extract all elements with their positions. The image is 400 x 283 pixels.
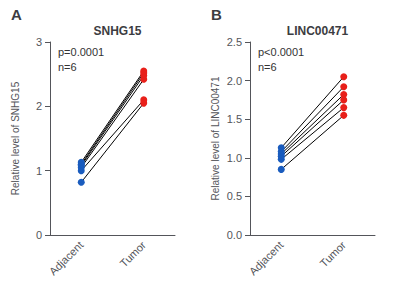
svg-text:Tumor: Tumor [117,239,148,270]
svg-text:1: 1 [36,165,42,177]
svg-text:LINC00471: LINC00471 [287,24,349,38]
svg-text:p=0.0001: p=0.0001 [58,46,104,58]
svg-text:A: A [11,6,22,23]
svg-text:3: 3 [36,36,42,48]
svg-text:0: 0 [36,229,42,241]
svg-text:1.5: 1.5 [227,113,242,125]
svg-text:Relative level of SNHG15: Relative level of SNHG15 [10,81,21,195]
svg-text:B: B [211,6,222,23]
svg-text:Relative level of LINC00471: Relative level of LINC00471 [210,76,221,200]
svg-text:2.0: 2.0 [227,75,242,87]
svg-text:0.0: 0.0 [227,229,242,241]
svg-text:1.0: 1.0 [227,152,242,164]
svg-text:SNHG15: SNHG15 [93,24,141,38]
svg-text:Adjacent: Adjacent [247,239,286,278]
svg-text:Adjacent: Adjacent [47,239,86,278]
svg-text:p<0.0001: p<0.0001 [258,46,304,58]
svg-text:2: 2 [36,100,42,112]
svg-text:0.5: 0.5 [227,190,242,202]
svg-text:n=6: n=6 [58,61,77,73]
svg-text:Tumor: Tumor [317,239,348,270]
svg-text:n=6: n=6 [258,61,277,73]
svg-text:2.5: 2.5 [227,36,242,48]
